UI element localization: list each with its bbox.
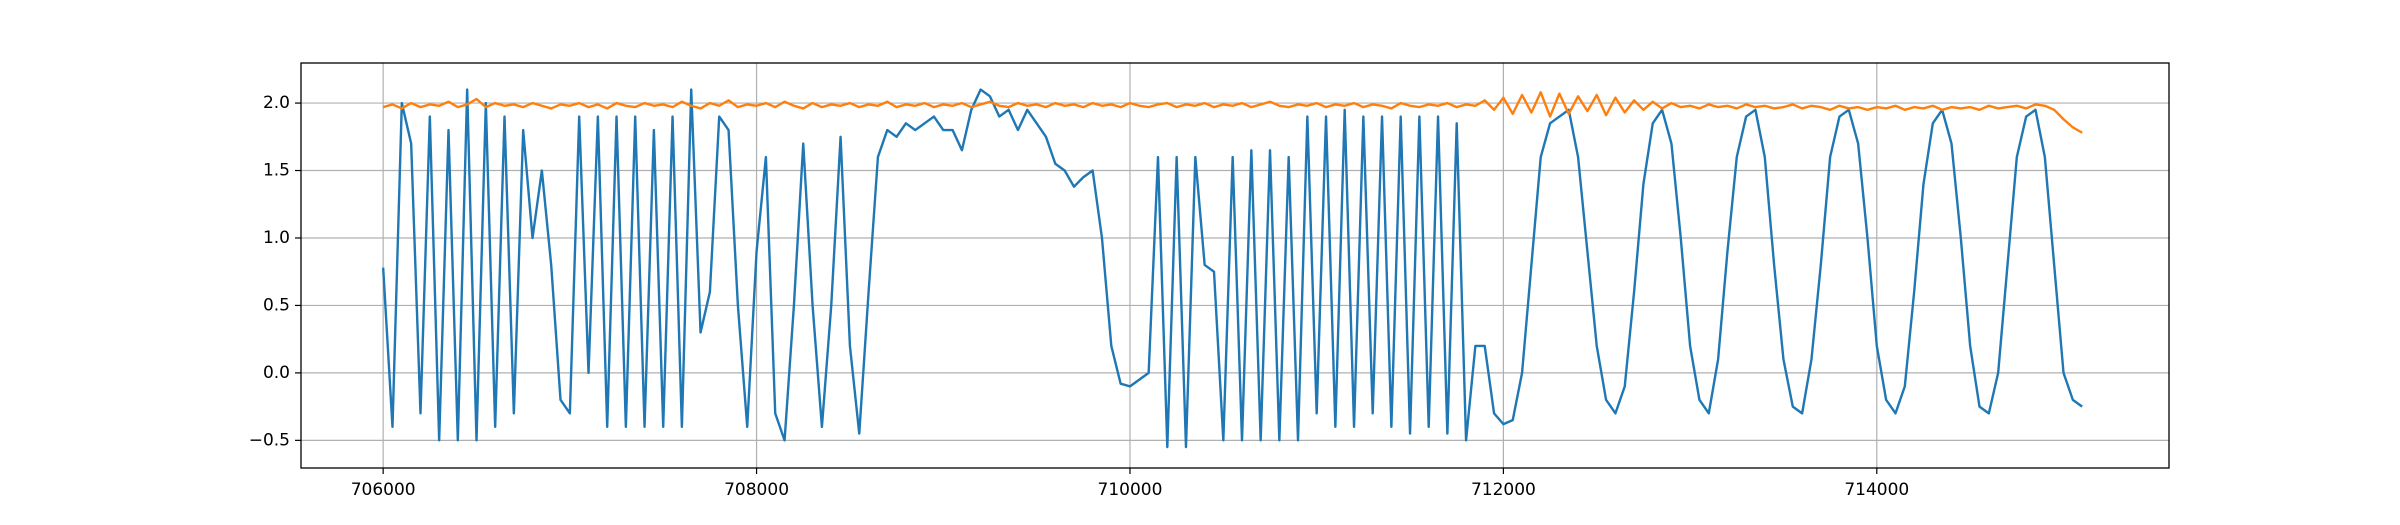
y-tick-label: 1.5 [263,161,290,181]
y-tick-label: −0.5 [249,430,290,450]
x-tick-label: 712000 [1471,480,1536,500]
x-tick-label: 710000 [1098,480,1163,500]
axes-frame [300,62,2170,469]
x-tick-label: 708000 [724,480,789,500]
y-tick-label: 2.0 [263,93,290,113]
x-tick-label: 714000 [1844,480,1909,500]
ticks: −0.5 0.0 0.5 1.0 1.5 2.0 706000 708000 710000 712… [249,93,1910,500]
series-line [382,91,2083,134]
y-tick-label: 1.0 [263,228,290,248]
y-tick-label: 0.0 [263,363,290,383]
plot-area [381,88,2083,449]
y-tick-label: 0.5 [263,295,290,315]
x-tick-label: 706000 [351,480,416,500]
series-line [381,88,2083,449]
